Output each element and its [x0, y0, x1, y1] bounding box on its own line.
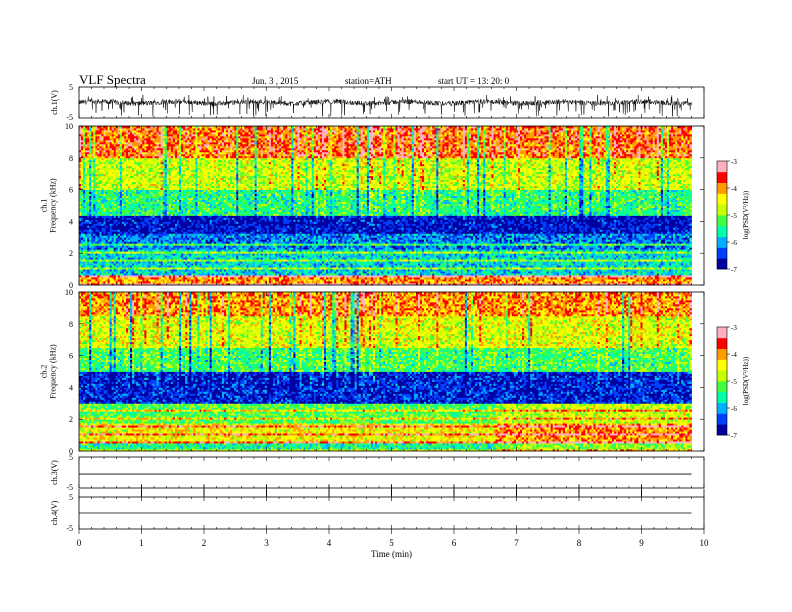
ch1-waveform-trace: [79, 95, 692, 117]
ch1-waveform-ytick-label: -5: [66, 113, 73, 122]
ch1-waveform-panel: 5 -5 ch.1(V): [50, 83, 704, 122]
start-time-label: start UT = 13: 20: 0: [438, 76, 510, 86]
ch1-spectrogram-cells: [79, 126, 692, 285]
station-label: station=ATH: [345, 76, 392, 86]
vlf-spectra-figure: VLF Spectra Jun. 3 , 2015 station=ATH st…: [0, 0, 792, 612]
ch1-waveform-ytick-label: 5: [69, 83, 73, 92]
ch1-waveform-ylabel: ch.1(V): [50, 90, 59, 115]
figure-title: VLF Spectra: [79, 72, 146, 87]
date-label: Jun. 3 , 2015: [252, 76, 299, 86]
